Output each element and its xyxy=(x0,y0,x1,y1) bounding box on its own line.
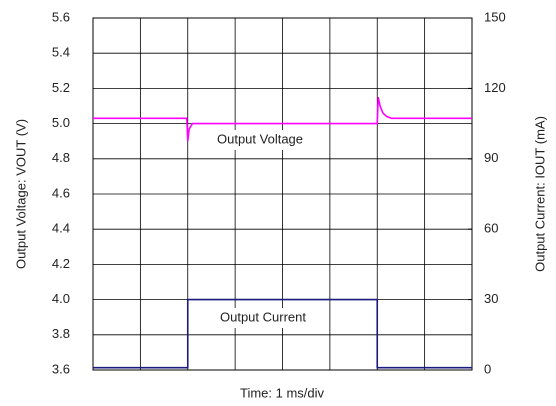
y2-tick-label: 120 xyxy=(484,80,506,95)
y-tick-label: 4.2 xyxy=(52,256,70,271)
y-axis-label: Output Voltage: VOUT (V) xyxy=(13,119,28,269)
series-line xyxy=(93,298,472,369)
x-axis-label: Time: 1 ms/div xyxy=(240,385,325,400)
label-background xyxy=(213,130,308,150)
y-tick-label: 5.0 xyxy=(52,115,70,130)
y-tick-label: 4.8 xyxy=(52,150,70,165)
y-tick-label: 3.8 xyxy=(52,326,70,341)
y-tick-label: 5.4 xyxy=(52,45,70,60)
y2-tick-label: 90 xyxy=(484,150,498,165)
series-label: Output Voltage xyxy=(217,131,303,146)
y2-tick-label: 30 xyxy=(484,291,498,306)
y-tick-label: 4.0 xyxy=(52,291,70,306)
series-line xyxy=(93,97,472,142)
series-label: Output Current xyxy=(220,309,306,324)
y-tick-label: 4.4 xyxy=(52,221,70,236)
plot-frame xyxy=(92,17,473,371)
y2-tick-label: 150 xyxy=(484,9,506,24)
y-tick-label: 5.2 xyxy=(52,80,70,95)
y2-axis-label: Output Current: IOUT (mA) xyxy=(532,116,547,272)
y2-tick-label: 0 xyxy=(484,361,491,376)
y-tick-label: 3.6 xyxy=(52,361,70,376)
label-background xyxy=(216,308,310,328)
y2-tick-label: 60 xyxy=(484,221,498,236)
y-tick-label: 5.6 xyxy=(52,9,70,24)
y-tick-label: 4.6 xyxy=(52,185,70,200)
